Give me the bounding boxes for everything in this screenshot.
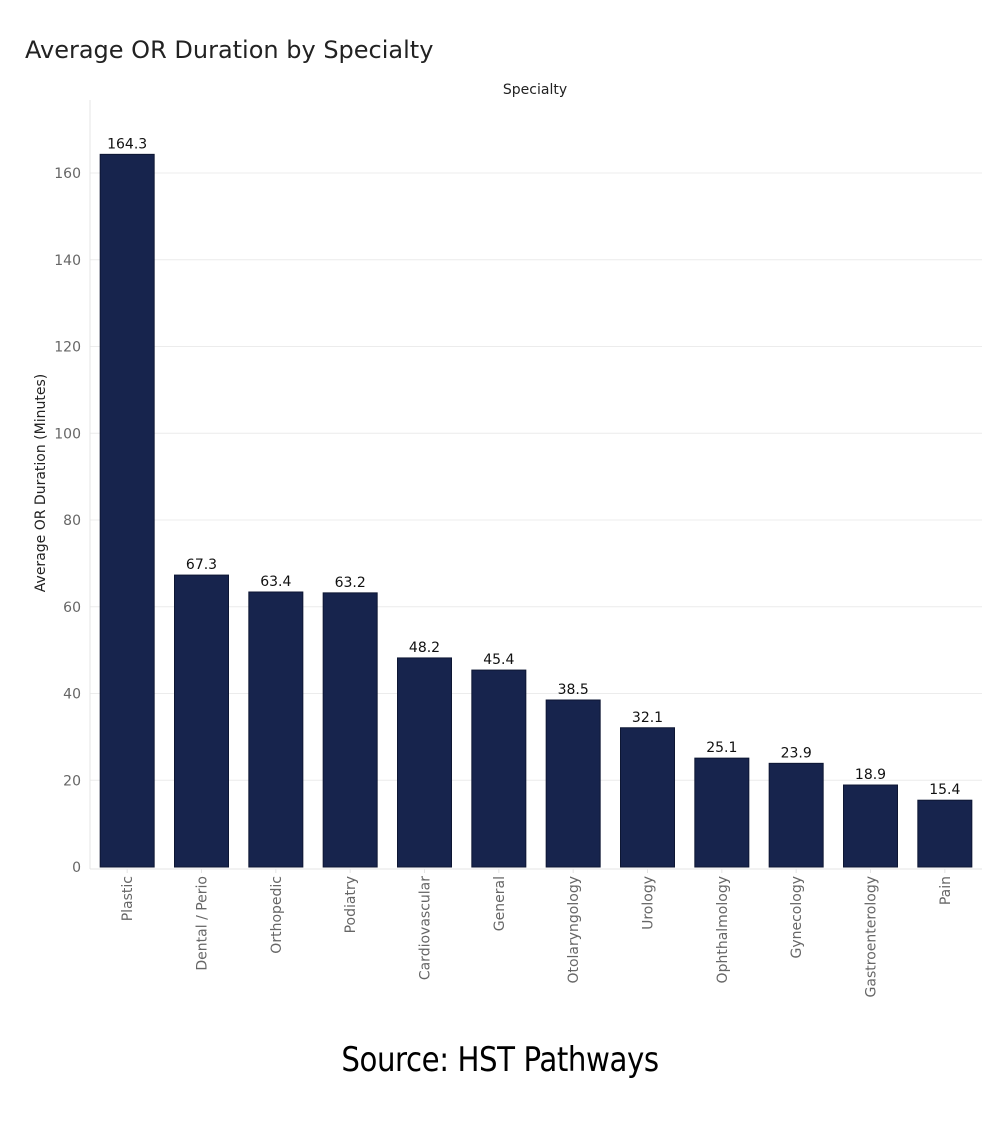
axes: [89, 100, 982, 873]
bar: [917, 799, 973, 868]
y-tick-label: 0: [72, 860, 81, 876]
y-tick-label: 160: [54, 166, 81, 182]
bar: [545, 699, 601, 868]
y-tick-label: 120: [54, 340, 81, 356]
bar-value-label: 23.9: [781, 745, 812, 761]
x-tick-label: Gastroenterology: [864, 876, 880, 997]
x-tick-label: Otolaryngology: [566, 876, 582, 984]
y-tick-label: 20: [63, 773, 81, 789]
bar: [322, 592, 378, 868]
y-axis-title: Average OR Duration (Minutes): [33, 374, 49, 592]
x-tick-label: Plastic: [120, 876, 136, 921]
bar-value-label: 32.1: [632, 710, 663, 726]
y-tick-labels: 0 20 40 60 80 100 120 140 160: [54, 166, 81, 876]
source-caption: Source: HST Pathways: [341, 1040, 659, 1080]
bar-value-label: 164.3: [107, 136, 147, 152]
bar: [174, 574, 229, 868]
x-tick-label: Podiatry: [343, 876, 359, 933]
bar: [694, 757, 750, 868]
y-tick-label: 100: [54, 426, 81, 442]
x-tick-label: Pain: [938, 876, 954, 905]
y-tick-label: 80: [63, 513, 81, 529]
bar: [768, 762, 824, 868]
x-tick-label: General: [492, 876, 508, 931]
bar-value-label: 63.4: [260, 574, 291, 590]
bar: [248, 591, 304, 868]
bar: [397, 657, 452, 868]
bar: [620, 727, 675, 868]
bar: [471, 669, 527, 868]
bar-value-label: 15.4: [929, 782, 960, 798]
bar: [843, 784, 898, 868]
bar-value-label: 67.3: [186, 557, 217, 573]
bar-value-label: 25.1: [706, 740, 737, 756]
bar-value-label: 45.4: [483, 652, 514, 668]
y-tick-label: 40: [63, 687, 81, 703]
x-tick-label: Gynecology: [789, 876, 805, 959]
bar-value-label: 63.2: [335, 575, 366, 591]
x-tick-label: Urology: [641, 876, 657, 930]
x-tick-labels: Plastic Dental / Perio Orthopedic Podiatry C…: [120, 876, 954, 998]
bars: [99, 153, 973, 868]
y-tick-label: 60: [63, 600, 81, 616]
bar-chart: Specialty 164.3 67.3 63.4 63.2 48.2 45.4 38.5 3…: [33, 82, 982, 998]
bar-value-label: 18.9: [855, 767, 886, 783]
facet-strip-label: Specialty: [503, 82, 567, 98]
x-tick-label: Ophthalmology: [715, 876, 731, 983]
x-tick-label: Dental / Perio: [195, 876, 211, 971]
chart-title: Average OR Duration by Specialty: [25, 36, 434, 64]
bar-value-labels: 164.3 67.3 63.4 63.2 48.2 45.4 38.5 32.1 25.1 23.…: [107, 136, 960, 798]
bar-value-label: 38.5: [558, 682, 589, 698]
x-tick-label: Orthopedic: [269, 876, 285, 954]
y-tick-label: 140: [54, 253, 81, 269]
bar-value-label: 48.2: [409, 640, 440, 656]
bar: [99, 153, 155, 868]
x-tick-label: Cardiovascular: [418, 876, 434, 980]
gridlines: [90, 172, 982, 781]
